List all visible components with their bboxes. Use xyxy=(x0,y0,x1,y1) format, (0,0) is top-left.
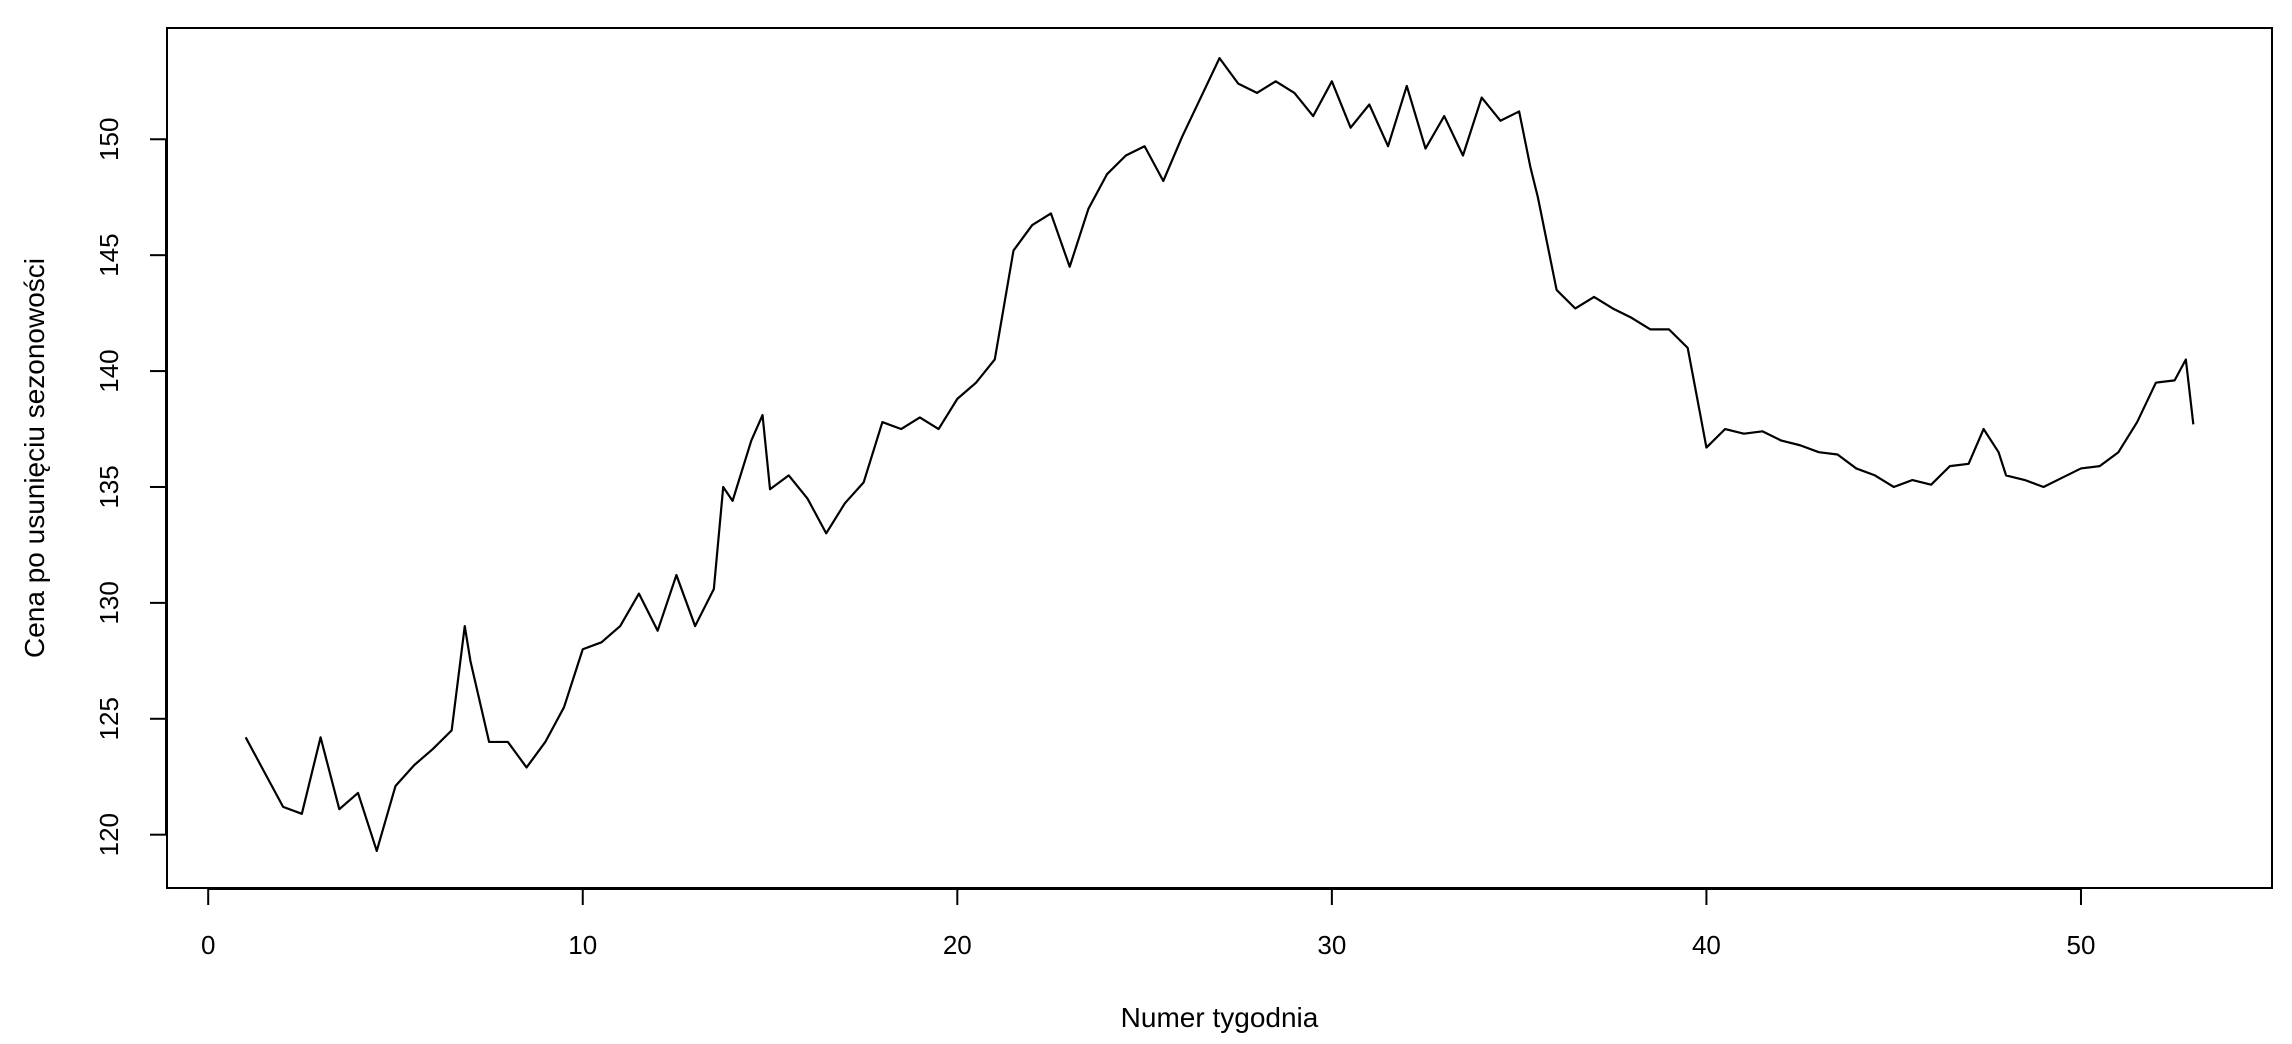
x-axis-title: Numer tygodnia xyxy=(1121,1002,1319,1033)
x-tick-label: 30 xyxy=(1317,930,1346,960)
y-tick-label: 120 xyxy=(94,813,124,856)
y-axis: 120 125 130 135 140 145 150 xyxy=(94,118,167,856)
x-tick-label: 0 xyxy=(201,930,215,960)
y-tick-label: 125 xyxy=(94,697,124,740)
y-tick-label: 150 xyxy=(94,118,124,161)
y-axis-title: Cena po usunięciu sezonowości xyxy=(19,258,50,658)
y-tick-label: 135 xyxy=(94,465,124,508)
x-axis: 0 10 20 30 40 50 xyxy=(201,888,2096,960)
y-tick-label: 145 xyxy=(94,233,124,276)
x-tick-label: 40 xyxy=(1692,930,1721,960)
y-tick-label: 140 xyxy=(94,349,124,392)
series-line xyxy=(244,57,2195,853)
y-tick-label: 130 xyxy=(94,581,124,624)
x-tick-label: 10 xyxy=(568,930,597,960)
x-tick-label: 50 xyxy=(2067,930,2096,960)
x-tick-label: 20 xyxy=(943,930,972,960)
